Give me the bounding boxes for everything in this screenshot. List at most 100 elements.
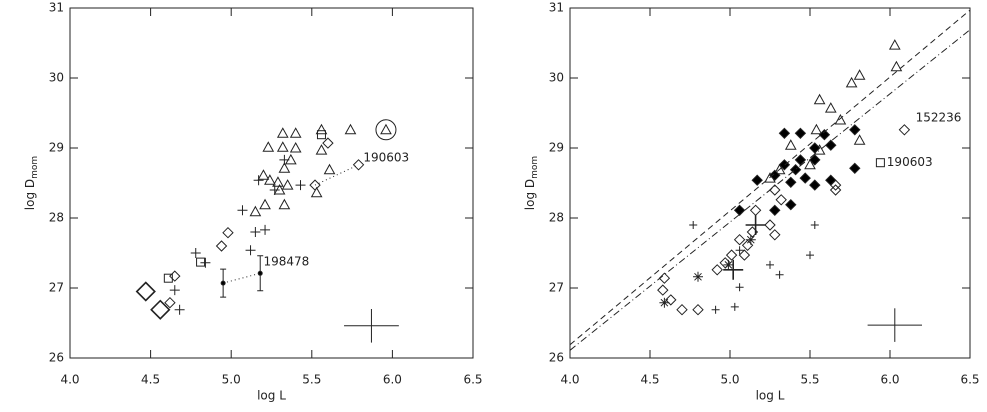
point bbox=[135, 281, 156, 302]
point bbox=[766, 260, 774, 269]
y-axis-label-sub: mom bbox=[530, 156, 540, 179]
point bbox=[825, 139, 837, 151]
point bbox=[249, 205, 262, 217]
y-tick-label: 27 bbox=[49, 281, 64, 295]
point bbox=[809, 142, 821, 154]
point bbox=[764, 219, 776, 231]
point bbox=[316, 130, 326, 140]
point bbox=[898, 124, 911, 136]
point bbox=[810, 221, 819, 229]
point bbox=[806, 251, 814, 260]
x-axis-label: log L bbox=[756, 389, 785, 403]
point bbox=[676, 303, 688, 316]
x-axis-label: log L bbox=[257, 389, 286, 403]
point bbox=[769, 204, 781, 217]
point bbox=[692, 303, 704, 316]
point bbox=[174, 304, 185, 315]
y-tick-label: 27 bbox=[549, 281, 564, 295]
point bbox=[200, 257, 211, 268]
point bbox=[789, 163, 802, 176]
y-axis-label-main: log D bbox=[523, 179, 537, 210]
x-tick-label: 4.0 bbox=[60, 373, 79, 387]
x-tick-label: 6.0 bbox=[880, 373, 899, 387]
x-tick-label: 4.5 bbox=[640, 373, 659, 387]
point bbox=[659, 297, 670, 308]
point bbox=[257, 169, 270, 180]
point bbox=[693, 271, 703, 282]
point bbox=[190, 248, 201, 258]
point bbox=[733, 204, 746, 217]
point bbox=[849, 162, 861, 175]
point bbox=[689, 221, 698, 229]
point bbox=[773, 163, 786, 175]
point bbox=[665, 294, 677, 306]
line bbox=[223, 272, 261, 284]
point bbox=[315, 123, 328, 135]
point bbox=[799, 172, 811, 184]
point bbox=[262, 141, 275, 152]
point bbox=[711, 264, 723, 276]
point bbox=[163, 273, 173, 283]
plot-frame bbox=[569, 7, 971, 359]
point bbox=[875, 158, 885, 168]
point bbox=[245, 245, 256, 256]
point bbox=[829, 184, 842, 196]
point bbox=[749, 204, 762, 217]
x-tick-label: 5.5 bbox=[302, 373, 321, 387]
y-tick-label: 26 bbox=[549, 351, 564, 365]
x-tick-label: 5.5 bbox=[800, 373, 819, 387]
point bbox=[769, 169, 781, 182]
point bbox=[785, 176, 797, 189]
y-tick-label: 28 bbox=[549, 211, 564, 225]
point bbox=[733, 233, 746, 246]
point bbox=[289, 127, 302, 138]
point bbox=[730, 302, 739, 311]
point bbox=[278, 198, 291, 210]
point bbox=[794, 154, 807, 166]
point bbox=[278, 162, 291, 173]
point-ring bbox=[375, 119, 397, 141]
point bbox=[352, 159, 365, 171]
plot-frame bbox=[69, 7, 474, 359]
point bbox=[725, 249, 738, 261]
point bbox=[745, 215, 766, 235]
point bbox=[323, 163, 336, 175]
point bbox=[260, 224, 271, 235]
point bbox=[853, 134, 866, 145]
point bbox=[778, 127, 791, 140]
x-tick-label: 4.5 bbox=[141, 373, 160, 387]
point bbox=[215, 240, 228, 252]
point bbox=[322, 137, 334, 149]
x-tick-label: 5.0 bbox=[222, 373, 241, 387]
point bbox=[250, 227, 261, 237]
point bbox=[818, 128, 831, 141]
y-tick-label: 26 bbox=[49, 351, 64, 365]
x-tick-label: 6.0 bbox=[383, 373, 402, 387]
point bbox=[829, 179, 842, 191]
point bbox=[310, 186, 323, 198]
point bbox=[785, 198, 797, 211]
point bbox=[279, 154, 290, 165]
point bbox=[804, 158, 816, 170]
line bbox=[569, 29, 971, 351]
point bbox=[272, 176, 284, 187]
point bbox=[309, 179, 321, 191]
point bbox=[751, 174, 763, 186]
point bbox=[276, 127, 289, 138]
point bbox=[150, 299, 171, 320]
point bbox=[824, 102, 837, 113]
y-axis-label: log Dmom bbox=[523, 156, 540, 210]
point bbox=[809, 154, 821, 166]
point bbox=[276, 141, 289, 152]
x-tick-label: 6.5 bbox=[960, 373, 979, 387]
point bbox=[723, 259, 744, 280]
x-tick-label: 6.5 bbox=[463, 373, 482, 387]
y-axis-label-main: log D bbox=[23, 179, 37, 210]
point bbox=[315, 144, 328, 155]
point bbox=[237, 205, 248, 216]
point bbox=[784, 139, 797, 150]
point bbox=[775, 270, 784, 279]
point bbox=[281, 179, 294, 190]
point bbox=[735, 246, 744, 255]
